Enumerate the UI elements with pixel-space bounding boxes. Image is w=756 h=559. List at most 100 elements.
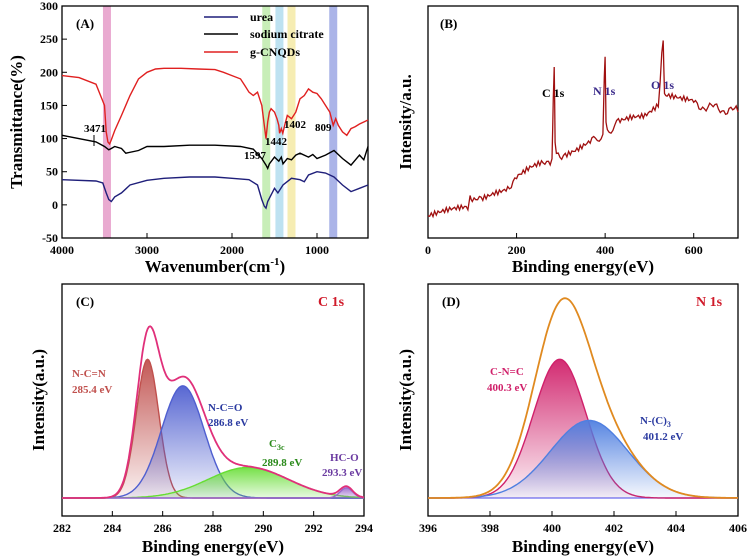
panel-c-xtick-label-290: 290 <box>254 521 272 535</box>
panel-c-c1s: (C) C 1s 282 284 286 288 290 292 294 N-C=N 285… <box>29 283 373 556</box>
panel-d-ticks: 396 398 400 402 404 406 <box>419 511 747 535</box>
series-urea <box>61 170 369 210</box>
panel-a-frame <box>61 5 369 239</box>
panel-b-xtick-label-400: 400 <box>596 243 614 257</box>
series-g-cnqds <box>61 67 369 146</box>
panel-a-ytick-label-150: 150 <box>40 98 58 112</box>
panel-a-xtick-label-1000: 1000 <box>305 243 329 257</box>
panel-c-component-hco <box>62 487 365 499</box>
panel-c-xtick-label-288: 288 <box>204 521 222 535</box>
panel-b-label: (B) <box>440 16 457 31</box>
panel-b-xlabel: Binding energy(eV) <box>512 257 654 276</box>
panel-d-component-fill-1 <box>428 420 738 498</box>
panel-d-xtick-label-402: 402 <box>605 521 623 535</box>
panel-d-annotations: C-N=C 400.3 eV N-(C)3 401.2 eV <box>487 366 683 443</box>
panel-c-xtick-label-284: 284 <box>103 521 121 535</box>
comp-label-c3c: C3c <box>269 438 285 452</box>
panel-c-xtick-label-294: 294 <box>355 521 373 535</box>
series-sodium-citrate <box>61 134 369 171</box>
panel-a-ytick-label-50: 50 <box>46 165 58 179</box>
panel-a-xlabel: Wavenumber(cm-1) <box>145 256 285 276</box>
band-3471 <box>102 6 111 238</box>
series-survey <box>427 40 739 219</box>
panel-c-component-fill-1 <box>62 385 364 498</box>
annotation-1597: 1597 <box>244 150 267 162</box>
band-highlights <box>102 6 338 238</box>
peak-label-o1s: O 1s <box>651 78 674 92</box>
band-1597 <box>262 6 271 238</box>
panel-d-xtick-label-398: 398 <box>481 521 499 535</box>
annotation-809: 809 <box>315 122 332 134</box>
band-809 <box>329 6 338 238</box>
panel-c-xtick-label-292: 292 <box>305 521 323 535</box>
panel-a-label: (A) <box>76 16 94 31</box>
comp-value-nco: 286.8 eV <box>208 417 248 429</box>
panel-c-series <box>62 325 365 499</box>
panel-a-xtick-label-3000: 3000 <box>135 243 159 257</box>
annotation-1442: 1442 <box>265 136 288 148</box>
panel-d-label: (D) <box>442 294 460 309</box>
panel-a-ticks: 4000 3000 2000 1000 -50 0 50 100 150 200 250 300 <box>40 0 329 257</box>
comp-label-nco: N-C=O <box>208 402 243 414</box>
panel-d-xtick-label-400: 400 <box>543 521 561 535</box>
panel-d-series <box>428 297 739 499</box>
panel-a-ytick-label-0: 0 <box>52 198 58 212</box>
panel-c-xlabel: Binding energy(eV) <box>142 537 284 556</box>
panel-b-ticks: 0 200 400 600 <box>425 233 703 257</box>
band-1442 <box>275 6 284 238</box>
panel-a-xtick-label-4000: 4000 <box>50 243 74 257</box>
panel-b-survey: (B) 0 200 400 600 C 1s N 1s O 1s Binding en… <box>396 5 739 276</box>
panel-d-ylabel: Intensity(a.u.) <box>396 349 415 451</box>
panel-a-ytick-label-200: 200 <box>40 65 58 79</box>
panel-c-envelope <box>62 325 365 499</box>
panel-b-series <box>427 40 739 219</box>
comp-value-hco: 293.3 eV <box>322 467 362 479</box>
panel-a-xtick-label-2000: 2000 <box>220 243 244 257</box>
panel-c-annotations: N-C=N 285.4 eV N-C=O 286.8 eV C3c 289.8 … <box>72 368 362 479</box>
panel-d-envelope <box>428 297 739 499</box>
panel-d-xtick-label-406: 406 <box>729 521 747 535</box>
panel-c-ylabel: Intensity(a.u.) <box>29 349 48 451</box>
legend-label-sodium-citrate: sodium citrate <box>250 27 324 41</box>
panel-d-xtick-label-396: 396 <box>419 521 437 535</box>
panel-a-legend: urea sodium citrate g-CNQDs <box>204 10 324 59</box>
panel-d-title: N 1s <box>696 295 723 310</box>
comp-label-ncn: N-C=N <box>72 368 106 380</box>
panel-a-ytick-label-100: 100 <box>40 132 58 146</box>
panel-c-component-fill-2 <box>62 467 364 498</box>
panel-b-xtick-label-200: 200 <box>508 243 526 257</box>
comp-label-nc3: N-(C)3 <box>640 415 671 429</box>
panel-a-ytick-label-300: 300 <box>40 0 58 13</box>
peak-label-n1s: N 1s <box>593 84 616 98</box>
panel-c-component-fill-0 <box>62 359 364 498</box>
panel-b-frame <box>427 5 739 239</box>
comp-value-c3c: 289.8 eV <box>262 457 302 469</box>
panel-c-label: (C) <box>76 294 94 309</box>
panel-a-ftir: (A) 4000 3000 2000 1000 -50 0 50 100 150 200 250 30… <box>7 0 369 276</box>
panel-d-n1s: (D) N 1s 396 398 400 402 404 406 C-N=C 400.3 … <box>396 283 747 556</box>
panel-a-ytick-label-250: 250 <box>40 32 58 46</box>
comp-label-hco: HC-O <box>330 452 359 464</box>
panel-b-xtick-label-0: 0 <box>425 243 431 257</box>
panel-c-xtick-label-282: 282 <box>53 521 71 535</box>
panel-a-series <box>61 67 369 210</box>
panel-a-ytick-label--50: -50 <box>42 231 58 245</box>
panel-a-ylabel: Transmittance(%) <box>7 55 26 189</box>
comp-label-cnc: C-N=C <box>490 366 524 378</box>
panel-b-ylabel: Intensity/a.u. <box>396 74 415 169</box>
comp-value-cnc: 400.3 eV <box>487 382 527 394</box>
band-1300 <box>287 6 296 238</box>
panel-d-xlabel: Binding energy(eV) <box>512 537 654 556</box>
comp-value-nc3: 401.2 eV <box>643 431 683 443</box>
comp-value-ncn: 285.4 eV <box>72 384 112 396</box>
panel-a-annotations: 3471 1597 1442 1402 809 <box>84 119 332 162</box>
panel-c-xtick-label-286: 286 <box>154 521 172 535</box>
panel-d-xtick-label-404: 404 <box>667 521 685 535</box>
annotation-3471: 3471 <box>84 123 106 135</box>
peak-label-c1s: C 1s <box>542 86 565 100</box>
panel-d-frame <box>427 283 739 517</box>
panel-b-xtick-label-600: 600 <box>685 243 703 257</box>
annotation-1402: 1402 <box>284 119 307 131</box>
legend-label-g-cnqds: g-CNQDs <box>250 45 300 59</box>
